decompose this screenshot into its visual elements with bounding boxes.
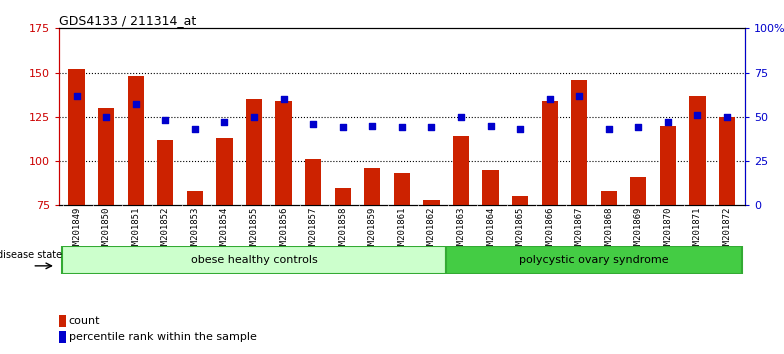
- Point: [691, 112, 704, 118]
- Bar: [216, 138, 233, 205]
- Point: [455, 114, 467, 120]
- Bar: [660, 126, 676, 205]
- Bar: [446, 246, 742, 274]
- Point: [336, 125, 349, 130]
- Point: [159, 118, 172, 123]
- Bar: [719, 117, 735, 205]
- Bar: [364, 168, 380, 205]
- Point: [307, 121, 319, 127]
- Point: [71, 93, 83, 98]
- Point: [366, 123, 379, 129]
- Point: [218, 119, 230, 125]
- Point: [129, 102, 142, 107]
- Text: GDS4133 / 211314_at: GDS4133 / 211314_at: [59, 14, 196, 27]
- Point: [720, 114, 733, 120]
- Bar: [423, 200, 440, 205]
- Text: percentile rank within the sample: percentile rank within the sample: [68, 332, 256, 342]
- Point: [632, 125, 644, 130]
- Bar: [601, 191, 617, 205]
- Point: [573, 93, 586, 98]
- Point: [603, 126, 615, 132]
- Bar: [187, 191, 203, 205]
- Point: [662, 119, 674, 125]
- Point: [278, 96, 290, 102]
- Bar: [689, 96, 706, 205]
- Bar: [542, 101, 557, 205]
- Bar: [482, 170, 499, 205]
- Point: [395, 125, 408, 130]
- Bar: [275, 101, 292, 205]
- Bar: [394, 173, 410, 205]
- Bar: [59, 331, 66, 343]
- Bar: [305, 159, 321, 205]
- Bar: [98, 108, 114, 205]
- Point: [485, 123, 497, 129]
- Point: [248, 114, 260, 120]
- Bar: [630, 177, 647, 205]
- Point: [543, 96, 556, 102]
- Bar: [59, 315, 66, 327]
- Bar: [128, 76, 143, 205]
- Point: [514, 126, 526, 132]
- Text: count: count: [68, 316, 100, 326]
- Text: disease state: disease state: [0, 250, 62, 259]
- Text: polycystic ovary syndrome: polycystic ovary syndrome: [519, 255, 669, 265]
- Point: [100, 114, 112, 120]
- Bar: [157, 140, 173, 205]
- Point: [188, 126, 201, 132]
- Bar: [246, 99, 262, 205]
- Bar: [62, 246, 446, 274]
- Bar: [335, 188, 350, 205]
- Bar: [571, 80, 587, 205]
- Bar: [68, 69, 85, 205]
- Bar: [453, 136, 469, 205]
- Point: [425, 125, 437, 130]
- Text: obese healthy controls: obese healthy controls: [191, 255, 318, 265]
- Bar: [512, 196, 528, 205]
